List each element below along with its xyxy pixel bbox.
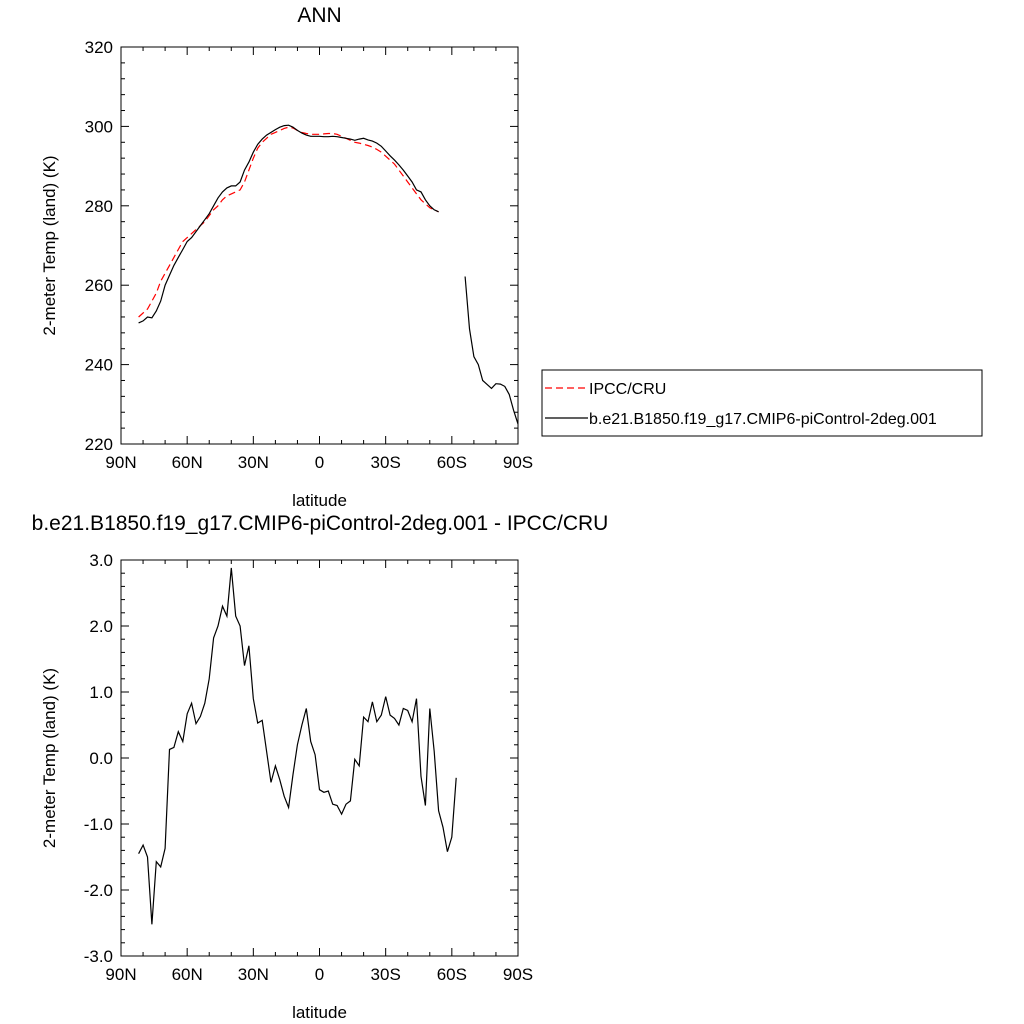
- x-tick-label: 60N: [172, 453, 203, 472]
- series-line-2: [138, 124, 439, 324]
- y-tick-label: 260: [85, 276, 113, 295]
- legend-label-2: b.e21.B1850.f19_g17.CMIP6-piControl-2deg…: [589, 411, 937, 428]
- x-axis-label: latitude: [292, 491, 347, 510]
- y-tick-label: 2.0: [89, 617, 113, 636]
- chart-title: ANN: [297, 4, 341, 27]
- x-tick-label: 30N: [238, 965, 269, 984]
- x-tick-label: 30S: [371, 453, 401, 472]
- chart-1: ANN 90N 60N 30N 0 30S 60S 90S 220 240 260 280 300 320…: [40, 4, 983, 510]
- x-tick-label: 0: [315, 453, 324, 472]
- y-tick-label: 0.0: [89, 749, 113, 768]
- y-tick-label: -1.0: [84, 815, 113, 834]
- x-tick-label: 90N: [105, 453, 136, 472]
- x-tick-label: 90N: [105, 965, 136, 984]
- y-tick-label: 280: [85, 197, 113, 216]
- y-tick-label: -2.0: [84, 881, 113, 900]
- y-axis-label: 2-meter Temp (land) (K): [40, 668, 59, 848]
- chart-title: b.e21.B1850.f19_g17.CMIP6-piControl-2deg…: [32, 512, 609, 535]
- x-axis-label: latitude: [292, 1003, 347, 1022]
- y-tick-label: 240: [85, 356, 113, 375]
- y-tick-label: 1.0: [89, 683, 113, 702]
- series-line-2: [464, 276, 519, 425]
- y-axis-label: 2-meter Temp (land) (K): [40, 155, 59, 335]
- y-tick-label: 220: [85, 435, 113, 454]
- x-tick-label: 30N: [238, 453, 269, 472]
- y-tick-label: -3.0: [84, 947, 113, 966]
- x-tick-label: 30S: [371, 965, 401, 984]
- y-tick-label: 300: [85, 117, 113, 136]
- legend-label-1: IPCC/CRU: [589, 381, 666, 398]
- series-line-1: [138, 126, 439, 318]
- legend: IPCC/CRU b.e21.B1850.f19_g17.CMIP6-piCont…: [541, 369, 983, 437]
- x-tick-label: 60S: [437, 965, 467, 984]
- x-tick-label: 90S: [503, 453, 533, 472]
- x-tick-label: 0: [315, 965, 324, 984]
- plot-frame: [120, 559, 519, 957]
- y-tick-label: 320: [85, 38, 113, 57]
- series-line-1: [138, 567, 457, 925]
- chart-2: b.e21.B1850.f19_g17.CMIP6-piControl-2deg…: [32, 512, 609, 1022]
- legend-box: [541, 369, 983, 437]
- x-tick-label: 90S: [503, 965, 533, 984]
- y-tick-label: 3.0: [89, 551, 113, 570]
- x-tick-label: 60S: [437, 453, 467, 472]
- x-tick-label: 60N: [172, 965, 203, 984]
